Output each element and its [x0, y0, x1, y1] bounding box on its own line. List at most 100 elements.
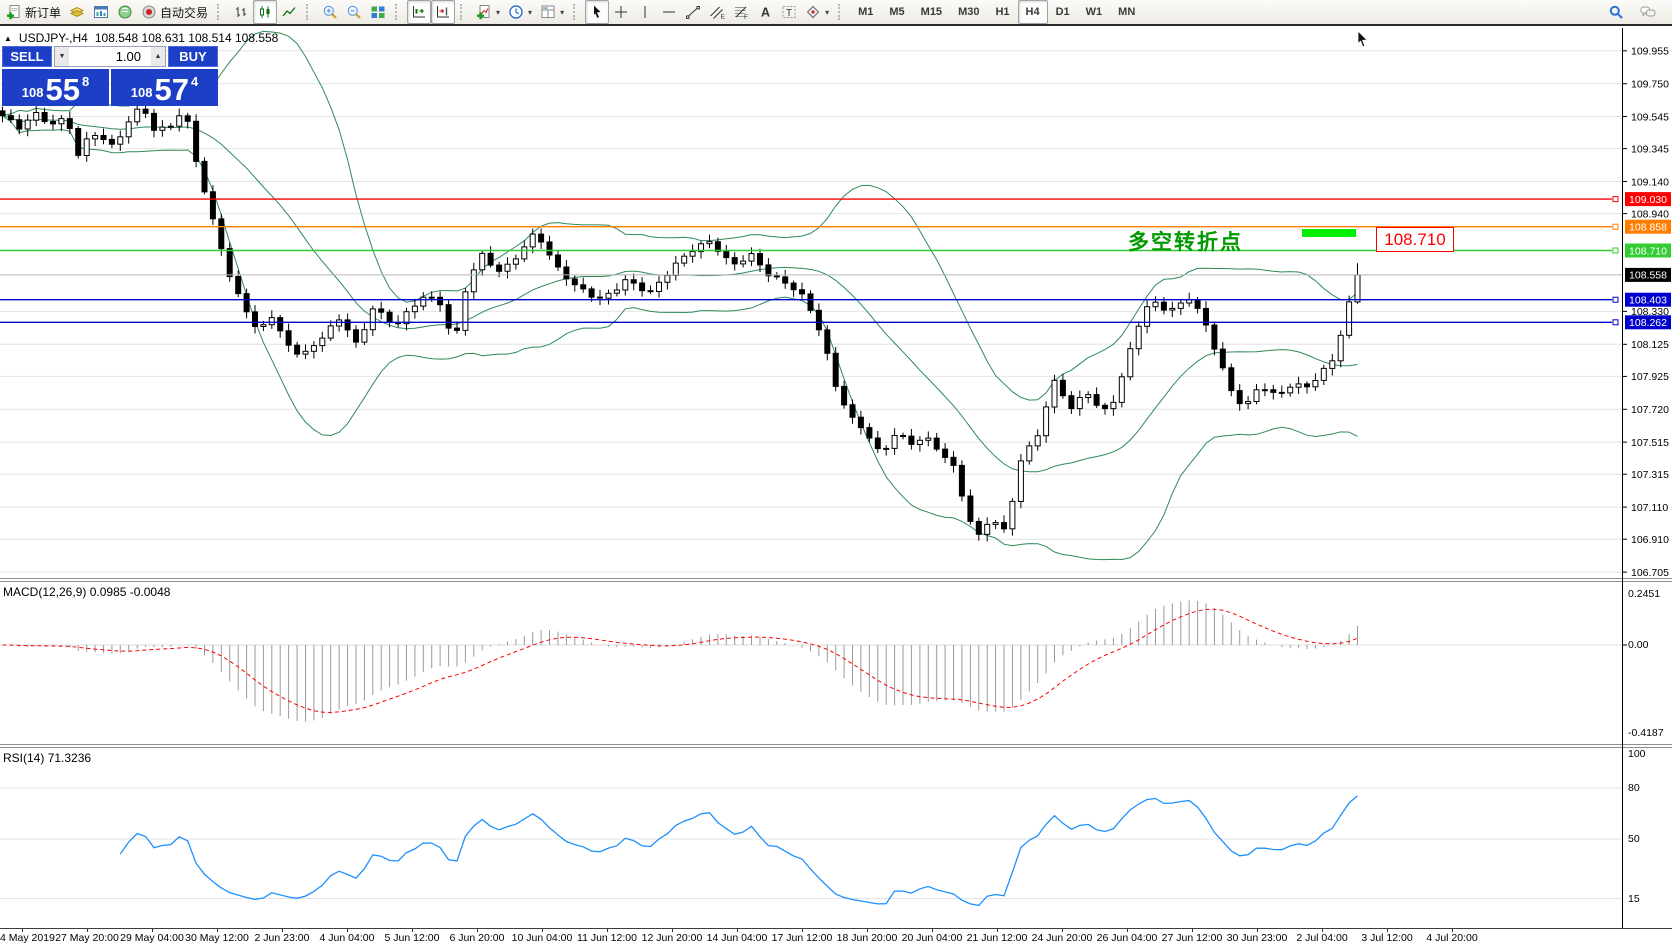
- sell-price-button[interactable]: 108 55 8: [2, 69, 109, 106]
- arrows-button[interactable]: ▾: [801, 0, 833, 24]
- time-axis: 4 May 2019 27 May 20:00 29 May 04:00 30 May…: [0, 928, 1672, 947]
- vertical-line-button[interactable]: [633, 0, 657, 24]
- rsi-pane[interactable]: [0, 748, 1672, 928]
- zoom-in-icon: [323, 5, 337, 19]
- pane-splitter-rsi[interactable]: [0, 744, 1672, 748]
- svg-text:109.545: 109.545: [1631, 111, 1669, 123]
- timeframe-h4[interactable]: H4: [1017, 0, 1048, 24]
- time-tick: [22, 929, 23, 932]
- time-label: 3 Jul 12:00: [1361, 932, 1413, 944]
- navigator-button[interactable]: [113, 0, 137, 24]
- search-icon: [1609, 5, 1623, 19]
- resistance-line-109030[interactable]: 109.030: [0, 192, 1671, 207]
- fibonacci-button[interactable]: F: [729, 0, 753, 24]
- buy-price-big: 57: [154, 72, 189, 107]
- toolbar-group: [407, 0, 456, 24]
- search-button[interactable]: [1604, 0, 1628, 24]
- timeframe-mn[interactable]: MN: [1110, 0, 1143, 24]
- time-tick: [1062, 929, 1063, 932]
- text-icon: A: [761, 6, 770, 20]
- buy-price-button[interactable]: 108 57 4: [111, 69, 218, 106]
- candlestick-button[interactable]: [253, 0, 278, 24]
- new-order-button-label: 新订单: [25, 5, 62, 20]
- buy-button[interactable]: BUY: [168, 46, 218, 67]
- sell-button[interactable]: SELL: [2, 46, 52, 67]
- timeframe-h1[interactable]: H1: [987, 0, 1017, 24]
- support-line-108403[interactable]: 108.403: [0, 292, 1671, 307]
- timeframe-d1[interactable]: D1: [1048, 0, 1078, 24]
- pane-splitter-macd[interactable]: [0, 578, 1672, 582]
- volume-stepper: ▼ ▲: [54, 46, 166, 67]
- support-line-108262[interactable]: 108.262: [0, 315, 1671, 330]
- resistance-line-108858[interactable]: 108.858: [0, 219, 1671, 234]
- time-tick: [867, 929, 868, 932]
- toolbar-separator: [306, 4, 314, 20]
- chart-shift-button[interactable]: [431, 0, 456, 24]
- periods-button[interactable]: ▾: [504, 0, 536, 24]
- svg-text:108.125: 108.125: [1631, 339, 1669, 351]
- timeframe-m30[interactable]: M30: [950, 0, 987, 24]
- chart-symbol-period: USDJPY-,H4: [18, 31, 88, 45]
- svg-text:108.558: 108.558: [1629, 270, 1667, 282]
- crosshair-button[interactable]: [609, 0, 633, 24]
- trendline-button[interactable]: [681, 0, 705, 24]
- time-label: 24 Jun 20:00: [1031, 932, 1093, 944]
- cursor-icon: [594, 5, 601, 18]
- text-label-button[interactable]: T: [777, 0, 801, 24]
- chart-ohlc-values: 108.548 108.631 108.514 108.558: [94, 31, 279, 45]
- timeframe-h4-label: H4: [1025, 6, 1040, 18]
- timeframe-m15[interactable]: M15: [913, 0, 950, 24]
- tile-windows-button[interactable]: [366, 0, 390, 24]
- new-order-button[interactable]: 新订单: [2, 0, 65, 24]
- data-window-button[interactable]: [89, 0, 113, 24]
- zoom-in-button[interactable]: [318, 0, 342, 24]
- chat-button[interactable]: [1636, 0, 1660, 24]
- trendline-icon: [686, 6, 700, 19]
- market-watch-button[interactable]: [65, 0, 89, 24]
- templates-icon: [541, 5, 555, 18]
- price-chart-canvas[interactable]: 109.030 108.858 108.710 108.403 108.262 108.5…: [0, 28, 1672, 578]
- time-label: 30 Jun 23:00: [1226, 932, 1288, 944]
- svg-text:E: E: [721, 14, 726, 21]
- candlestick-icon: [260, 6, 270, 18]
- pivot-highlight-bar[interactable]: [1302, 229, 1356, 238]
- time-label: 2 Jun 23:00: [254, 932, 310, 944]
- collapse-panel-icon[interactable]: ▲: [4, 33, 12, 43]
- pivot-price-label[interactable]: 108.710: [1376, 227, 1454, 253]
- timeframe-w1[interactable]: W1: [1078, 0, 1111, 24]
- autotrade-button[interactable]: 自动交易: [137, 0, 212, 24]
- shapes-icon: [806, 5, 820, 19]
- line-chart-button[interactable]: [277, 0, 301, 24]
- pivot-line-108710[interactable]: 108.710: [0, 243, 1671, 258]
- text-button[interactable]: A: [753, 0, 777, 24]
- indicators-button[interactable]: ▾: [472, 0, 504, 24]
- sell-price-sup: 8: [81, 74, 90, 89]
- horizontal-line-button[interactable]: [657, 0, 681, 24]
- autoscroll-button[interactable]: [407, 0, 432, 24]
- svg-text:107.720: 107.720: [1631, 404, 1669, 416]
- vline-icon: [644, 6, 646, 18]
- timeframe-m5[interactable]: M5: [881, 0, 912, 24]
- equidistant-channel-button[interactable]: E: [705, 0, 729, 24]
- timeframe-m1[interactable]: M1: [850, 0, 881, 24]
- chat-icon: [1640, 6, 1656, 17]
- macd-axis-max: 0.2451: [1628, 588, 1661, 600]
- macd-pane[interactable]: [0, 582, 1672, 744]
- volume-input[interactable]: [69, 47, 151, 66]
- volume-up-button[interactable]: ▲: [151, 47, 165, 66]
- line-chart-icon: [282, 7, 296, 17]
- zoom-out-button[interactable]: [342, 0, 366, 24]
- price-chart-plot: 109.030 108.858 108.710 108.403 108.262 108.5…: [0, 30, 1671, 578]
- svg-text:A: A: [761, 6, 770, 20]
- bar-chart-button[interactable]: [229, 0, 253, 24]
- time-tick: [672, 929, 673, 932]
- periods-icon: [509, 5, 523, 19]
- time-tick: [932, 929, 933, 932]
- timeframe-m5-label: M5: [889, 6, 905, 18]
- templates-button[interactable]: ▾: [536, 0, 568, 24]
- cursor-button[interactable]: [585, 0, 610, 24]
- pivot-annotation-text[interactable]: 多空转折点: [1128, 231, 1243, 255]
- toolbar-separator: [573, 4, 581, 20]
- time-label: 4 Jul 20:00: [1426, 932, 1478, 944]
- volume-down-button[interactable]: ▼: [55, 47, 69, 66]
